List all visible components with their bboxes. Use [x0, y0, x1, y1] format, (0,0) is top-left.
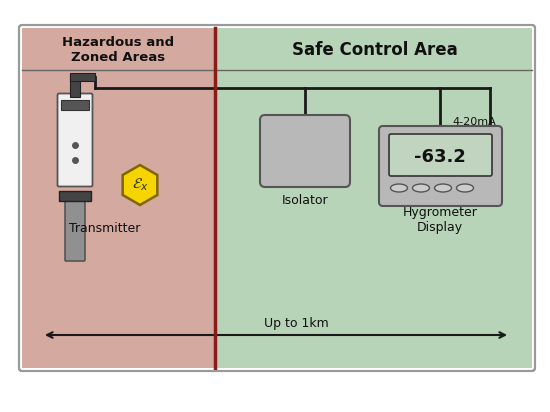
FancyBboxPatch shape — [260, 115, 350, 187]
Text: -63.2: -63.2 — [414, 148, 466, 166]
Polygon shape — [123, 165, 157, 205]
Text: $\mathcal{E}_x$: $\mathcal{E}_x$ — [131, 177, 148, 193]
Bar — [59, 191, 91, 201]
Text: Hazardous and
Zoned Areas: Hazardous and Zoned Areas — [62, 36, 174, 64]
FancyBboxPatch shape — [65, 194, 85, 261]
Bar — [215, 28, 532, 368]
Text: Up to 1km: Up to 1km — [263, 316, 328, 330]
Ellipse shape — [390, 184, 408, 192]
Ellipse shape — [412, 184, 430, 192]
FancyBboxPatch shape — [19, 25, 535, 371]
Ellipse shape — [434, 184, 452, 192]
Bar — [70, 75, 80, 97]
FancyBboxPatch shape — [379, 126, 502, 206]
Text: Isolator: Isolator — [282, 194, 328, 206]
FancyBboxPatch shape — [58, 94, 92, 187]
Text: Safe Control Area: Safe Control Area — [292, 41, 458, 59]
Ellipse shape — [456, 184, 474, 192]
Text: Transmitter: Transmitter — [69, 222, 141, 234]
Text: 4-20mA: 4-20mA — [452, 117, 496, 127]
Bar — [61, 100, 89, 110]
FancyBboxPatch shape — [389, 134, 492, 176]
Bar — [22, 28, 215, 368]
Bar — [70, 73, 95, 81]
Text: Hygrometer
Display: Hygrometer Display — [403, 206, 477, 234]
